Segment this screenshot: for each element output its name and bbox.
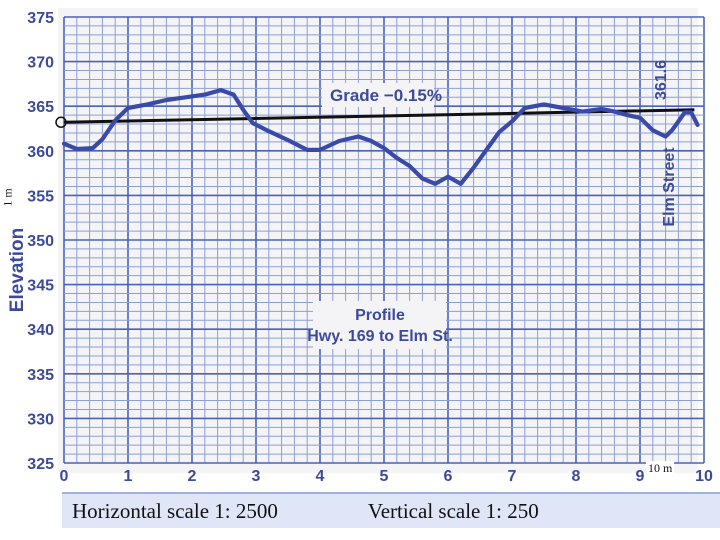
grade-start-marker (55, 116, 67, 129)
y-axis-label: Elevation (7, 228, 28, 312)
horizontal-scale-text: Horizontal scale 1: 2500 (72, 498, 278, 523)
profile-line (61, 88, 700, 186)
x-tick-label: 0 (60, 468, 69, 485)
grade-annotation: Grade −0.15% (330, 86, 442, 105)
chart-title: Profile (355, 307, 405, 324)
horizontal-scale-unit-label: 10 m (646, 461, 675, 476)
y-tick-label: 325 (27, 456, 54, 473)
y-tick-label: 335 (27, 367, 54, 384)
y-tick-label: 360 (27, 144, 54, 161)
profile-title-background (313, 301, 446, 349)
x-tick-label: 4 (316, 468, 325, 485)
y-tick-label: 375 (27, 10, 54, 27)
grade-label-background (322, 83, 434, 107)
x-tick-label: 8 (572, 468, 581, 485)
y-tick-label: 365 (27, 99, 54, 116)
x-axis-ticks: 0 1 2 3 4 5 6 7 8 9 10 (60, 468, 713, 485)
x-tick-label: 5 (380, 468, 389, 485)
x-tick-label: 6 (444, 468, 453, 485)
x-tick-label: 1 (124, 468, 133, 485)
y-tick-label: 350 (27, 233, 54, 250)
x-tick-label: 7 (508, 468, 517, 485)
y-tick-label: 340 (27, 322, 54, 339)
y-tick-label: 330 (27, 411, 54, 428)
y-tick-label: 355 (27, 188, 54, 205)
chart-subtitle: Hwy. 169 to Elm St. (307, 328, 453, 345)
x-tick-label: 3 (252, 468, 261, 485)
vertical-scale-text: Vertical scale 1: 250 (367, 498, 539, 523)
end-elevation-label: 361.6 (653, 60, 670, 100)
y-tick-label: 345 (27, 278, 54, 295)
y-axis-ticks: 325 330 335 340 345 350 355 360 365 370 375 (27, 10, 54, 473)
vertical-scale-unit-label: 1 m (0, 172, 16, 222)
y-tick-label: 370 (27, 55, 54, 72)
x-tick-label: 2 (188, 468, 197, 485)
x-tick-label: 9 (636, 468, 645, 485)
end-station-label: Elm Street (661, 147, 678, 227)
x-tick-label: 10 (695, 468, 713, 485)
scale-footer: Horizontal scale 1: 2500 Vertical scale … (62, 492, 720, 528)
